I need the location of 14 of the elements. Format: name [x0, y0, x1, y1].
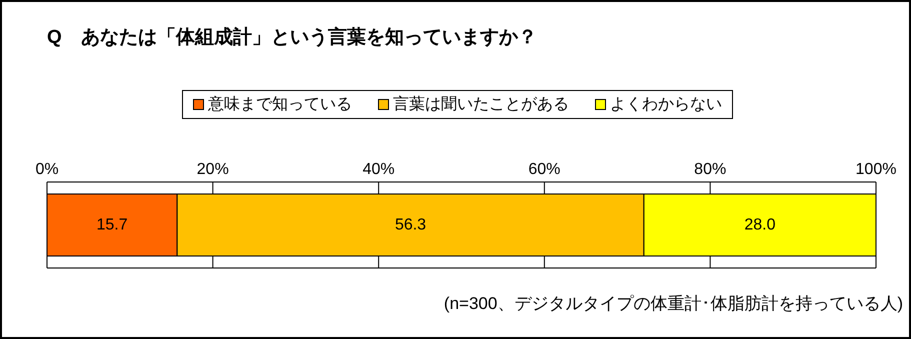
x-tick-label: 80% — [694, 161, 726, 178]
legend-label: 言葉は聞いたことがある — [392, 94, 569, 115]
chart-title: Q あなたは「体組成計」という言葉を知っていますか？ — [47, 26, 537, 50]
x-tick-label: 60% — [528, 161, 560, 178]
text: (n=300、デジタルタイプの体重計･体脂肪計を持っている人) — [444, 293, 903, 315]
data-label: 28.0 — [744, 216, 776, 234]
x-tick-label: 0% — [35, 161, 59, 178]
data-label: 56.3 — [394, 216, 426, 234]
x-tick-label: 40% — [362, 161, 395, 178]
x-tick-label: 100% — [856, 161, 896, 178]
legend-label: よくわからない — [609, 95, 722, 115]
legend-label: 意味まで知っている — [207, 94, 352, 115]
x-tick-label: 20% — [196, 161, 229, 178]
data-label: 15.7 — [96, 216, 128, 234]
